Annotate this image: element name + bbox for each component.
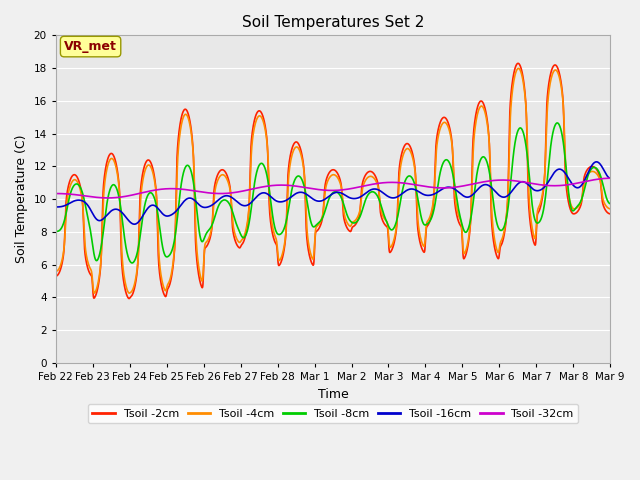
Line: Tsoil -2cm: Tsoil -2cm (56, 63, 611, 299)
Tsoil -32cm (52, 191, 60, 196)
Tsoil -4cm (349, 219, 357, 225)
Tsoil -32cm (104, 195, 112, 201)
Tsoil -4cm (607, 206, 614, 212)
Line: Tsoil -32cm: Tsoil -32cm (56, 178, 611, 198)
Tsoil -16cm (495, 192, 502, 197)
Tsoil -16cm (52, 204, 60, 210)
Tsoil -8cm (573, 204, 581, 210)
Tsoil -4cm (362, 178, 369, 183)
Tsoil -8cm (52, 228, 60, 234)
Tsoil -2cm (362, 173, 369, 179)
Tsoil -32cm (207, 190, 214, 196)
Text: VR_met: VR_met (64, 40, 117, 53)
Tsoil -32cm (349, 185, 357, 191)
Tsoil -16cm (131, 221, 138, 227)
Legend: Tsoil -2cm, Tsoil -4cm, Tsoil -8cm, Tsoil -16cm, Tsoil -32cm: Tsoil -2cm, Tsoil -4cm, Tsoil -8cm, Tsoi… (88, 404, 578, 423)
Tsoil -8cm (495, 225, 502, 230)
Tsoil -32cm (557, 182, 565, 188)
Tsoil -2cm (514, 60, 522, 66)
Tsoil -32cm (607, 175, 614, 181)
Tsoil -16cm (573, 185, 580, 191)
Tsoil -8cm (554, 120, 561, 126)
Tsoil -16cm (593, 159, 600, 165)
Line: Tsoil -16cm: Tsoil -16cm (56, 162, 611, 224)
Tsoil -2cm (607, 211, 614, 217)
Tsoil -16cm (362, 191, 369, 196)
Tsoil -2cm (125, 296, 133, 301)
Tsoil -16cm (207, 203, 214, 209)
X-axis label: Time: Time (317, 388, 348, 401)
Tsoil -8cm (558, 130, 566, 136)
Tsoil -4cm (125, 290, 133, 296)
Tsoil -16cm (557, 167, 565, 172)
Tsoil -32cm (573, 180, 580, 186)
Line: Tsoil -8cm: Tsoil -8cm (56, 123, 611, 263)
Tsoil -8cm (349, 220, 357, 226)
Tsoil -4cm (515, 66, 522, 72)
Tsoil -32cm (362, 183, 369, 189)
Y-axis label: Soil Temperature (C): Soil Temperature (C) (15, 135, 28, 264)
Tsoil -4cm (207, 229, 214, 235)
Tsoil -32cm (495, 177, 502, 183)
Tsoil -4cm (558, 87, 566, 93)
Tsoil -8cm (128, 260, 136, 266)
Tsoil -16cm (607, 175, 614, 181)
Tsoil -8cm (607, 201, 614, 206)
Tsoil -8cm (362, 198, 369, 204)
Tsoil -16cm (349, 196, 357, 202)
Tsoil -2cm (558, 84, 566, 90)
Tsoil -2cm (573, 209, 581, 215)
Tsoil -2cm (52, 273, 60, 279)
Tsoil -4cm (52, 268, 60, 274)
Title: Soil Temperatures Set 2: Soil Temperatures Set 2 (242, 15, 424, 30)
Tsoil -4cm (495, 250, 502, 255)
Tsoil -8cm (207, 225, 214, 230)
Tsoil -2cm (207, 233, 214, 239)
Tsoil -2cm (349, 224, 357, 229)
Tsoil -4cm (573, 205, 581, 211)
Line: Tsoil -4cm: Tsoil -4cm (56, 69, 611, 293)
Tsoil -2cm (495, 256, 502, 262)
